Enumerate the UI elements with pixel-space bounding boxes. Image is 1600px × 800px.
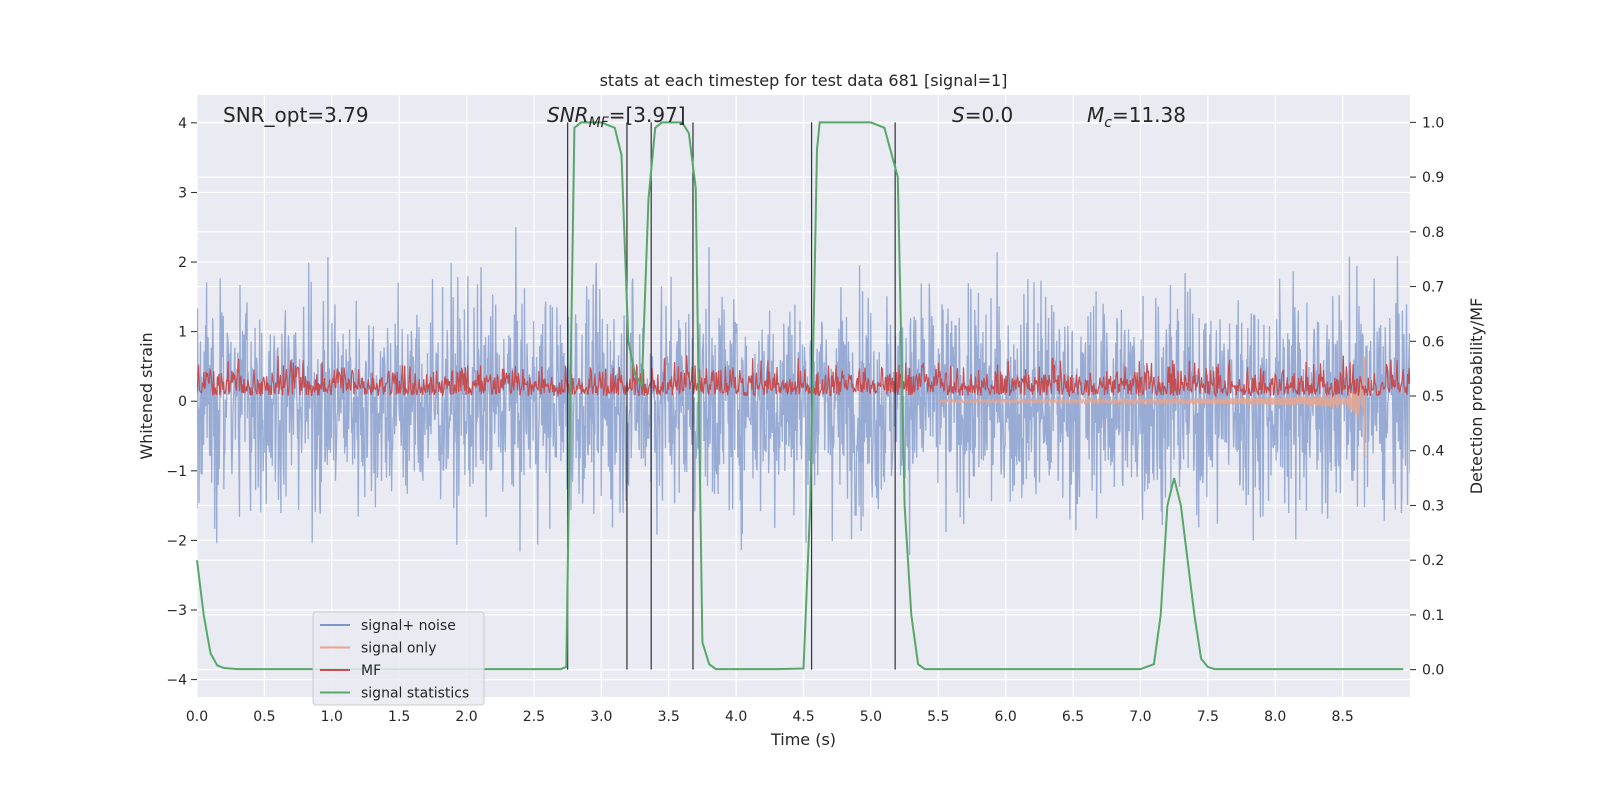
y-tick-label-left: 3 (178, 185, 187, 201)
x-tick-label: 8.5 (1331, 709, 1353, 725)
data-layer (197, 227, 1410, 555)
x-tick-label: 0.0 (186, 709, 208, 725)
x-tick-label: 5.5 (927, 709, 949, 725)
x-tick-label: 8.0 (1264, 709, 1286, 725)
y-tick-label-right: 0.4 (1422, 444, 1444, 460)
series-signal-statistics (196, 121, 1404, 671)
y-tick-label-right: 0.5 (1422, 389, 1444, 405)
legend-label: signal statistics (361, 686, 469, 702)
series-signal-only (938, 356, 1367, 458)
y-tick-label-left: 0 (178, 394, 187, 410)
x-tick-label: 3.5 (658, 709, 680, 725)
x-tick-label: 6.0 (995, 709, 1017, 725)
y-axis-label-left: Whitened strain (137, 332, 156, 459)
x-tick-label: 6.5 (1062, 709, 1084, 725)
x-axis-label: Time (s) (770, 730, 836, 749)
x-tick-label: 2.0 (455, 709, 477, 725)
y-tick-label-right: 0.7 (1422, 280, 1444, 296)
y-tick-label-left: −4 (166, 673, 187, 689)
legend-label: MF (361, 663, 381, 679)
y-tick-label-right: 0.8 (1422, 225, 1444, 241)
y-tick-label-left: −2 (166, 533, 187, 549)
y-tick-label-left: −3 (166, 603, 187, 619)
y-tick-label-left: 4 (178, 116, 187, 132)
x-tick-label: 4.0 (725, 709, 747, 725)
x-tick-label: 3.0 (590, 709, 612, 725)
legend-label: signal+ noise (361, 618, 456, 634)
x-tick-label: 1.5 (388, 709, 410, 725)
annotation-snr-opt: SNR_opt=3.79 (223, 103, 369, 127)
y-tick-label-right: 0.0 (1422, 663, 1444, 679)
legend-label: signal only (361, 641, 436, 657)
x-tick-label: 2.5 (523, 709, 545, 725)
x-tick-label: 7.5 (1197, 709, 1219, 725)
y-tick-label-right: 0.3 (1422, 498, 1444, 514)
annotation-snr-mf: SNRMF=[3.97] (547, 103, 686, 131)
x-tick-label: 7.0 (1129, 709, 1151, 725)
y-tick-label-right: 0.6 (1422, 334, 1444, 350)
tick-labels: 0.0 0.5 1.0 1.5 2.0 2.5 3.0 3.5 4.0 4.5 5.0 5.5 6.0 6… (166, 115, 1444, 725)
legend: signal+ noise signal only MF signal statist… (312, 611, 485, 706)
series-mf (197, 355, 1410, 399)
vertical-markers (196, 121, 1404, 671)
x-tick-label: 5.0 (860, 709, 882, 725)
x-tick-label: 1.0 (321, 709, 343, 725)
y-tick-label-right: 0.9 (1422, 170, 1444, 186)
y-tick-label-left: 2 (178, 255, 187, 271)
y-tick-label-left: 1 (178, 325, 187, 341)
annotation-mc: Mc=11.38 (1087, 103, 1186, 131)
series-signal-noise (197, 227, 1410, 555)
y-tick-label-right: 0.2 (1422, 553, 1444, 569)
y-axis-label-right: Detection probability/MF (1467, 298, 1486, 495)
y-tick-label-right: 0.1 (1422, 608, 1444, 624)
x-tick-label: 4.5 (792, 709, 814, 725)
x-tick-label: 0.5 (253, 709, 275, 725)
y-tick-label-right: 1.0 (1422, 115, 1444, 131)
y-tick-label-left: −1 (166, 464, 187, 480)
legend-box (312, 611, 485, 706)
chart-title: stats at each timestep for test data 681… (600, 71, 1008, 90)
annotation-s: S=0.0 (952, 103, 1013, 127)
